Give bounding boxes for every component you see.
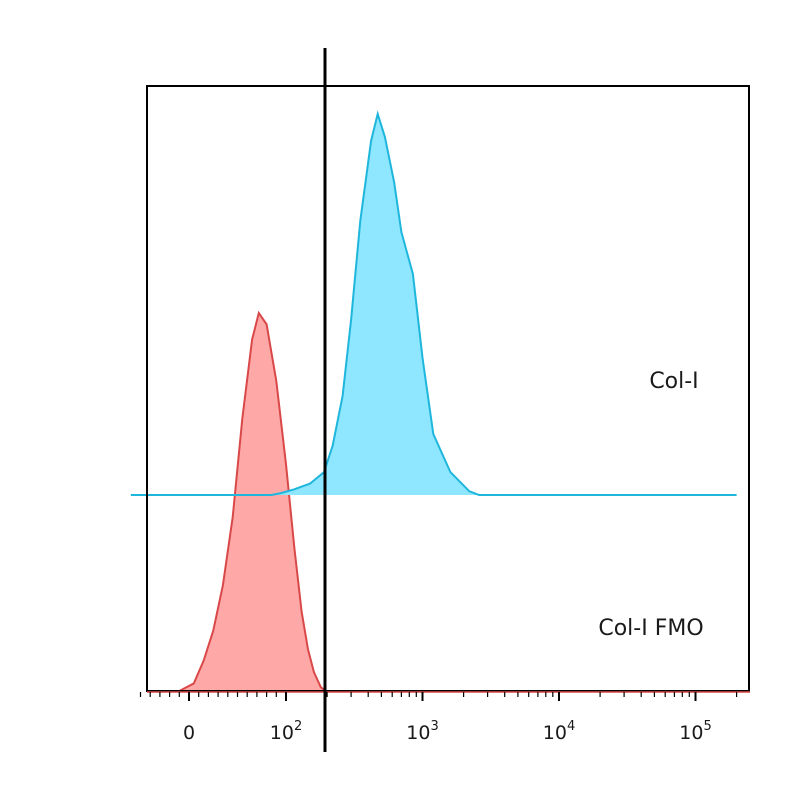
histogram-line-col-i-fmo	[178, 310, 327, 692]
series-label-col-i-fmo: Col-I FMO	[598, 616, 703, 641]
x-axis-tick-labels: 0 102 103 104 105	[183, 719, 712, 744]
x-tick-label: 105	[679, 719, 711, 744]
plot-frame	[146, 85, 750, 692]
x-tick-label: 0	[183, 722, 195, 744]
histogram-fills	[130, 110, 737, 692]
x-tick-label: 104	[543, 719, 575, 744]
x-axis-ticks	[139, 692, 738, 701]
histogram-area-col-i-fmo	[179, 313, 326, 691]
x-tick-label: 102	[270, 719, 302, 744]
histogram-line-col-i	[130, 110, 737, 496]
series-label-col-i: Col-I	[649, 369, 698, 394]
x-tick-label: 103	[406, 719, 438, 744]
histogram-area-col-i	[130, 114, 737, 495]
